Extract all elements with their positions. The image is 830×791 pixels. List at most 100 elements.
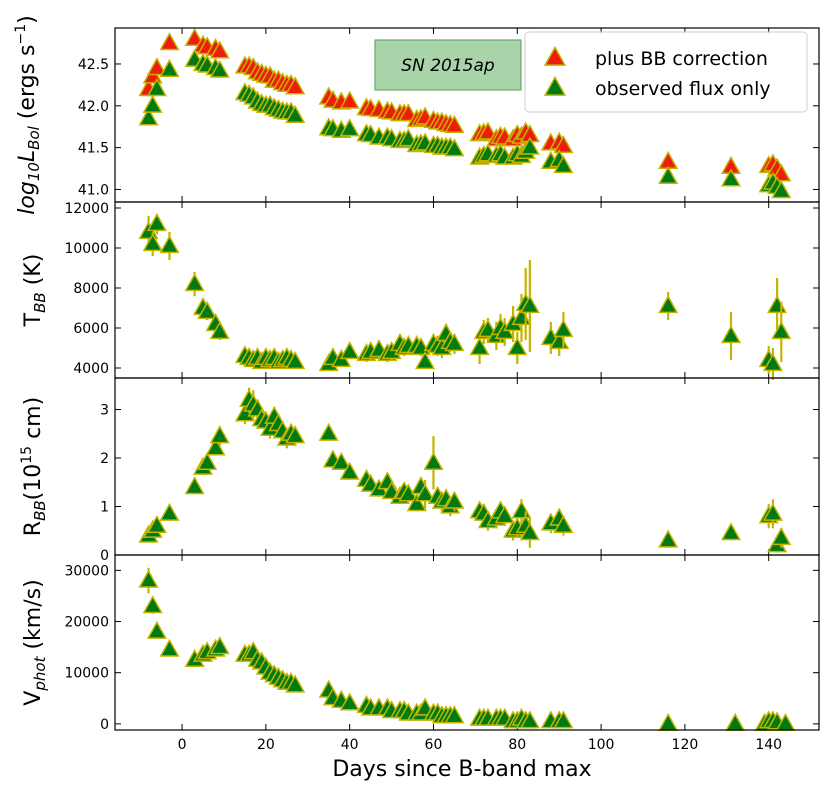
panel-rbb: 0 1 2 3 RBB(1015 cm) [19, 377, 820, 564]
legend-box [524, 31, 808, 113]
y-axis-label: Vphot (km/s) [21, 579, 49, 705]
panel-tbb-ticks: 4000 6000 8000 10000 12000 [64, 201, 819, 378]
y-tick-label: 10000 [64, 666, 109, 682]
x-tick-label: 80 [508, 737, 526, 753]
legend-marker [543, 45, 567, 66]
data-point [339, 692, 360, 711]
y-tick-label: 6000 [73, 321, 109, 337]
series-tbb-0 [138, 213, 792, 380]
panel-vphot: 0 10000 20000 30000 Vphot (km/s) [21, 554, 820, 733]
data-point [507, 337, 528, 356]
data-point [285, 674, 306, 693]
x-tick-label: 0 [178, 737, 187, 753]
data-point [159, 32, 180, 51]
data-point [423, 451, 444, 470]
annotation-label: SN 2015ap [401, 56, 495, 76]
data-point [519, 295, 540, 314]
data-point [725, 712, 746, 731]
data-point [553, 155, 574, 174]
data-point [511, 500, 532, 519]
data-point [477, 121, 499, 140]
data-point [159, 638, 180, 657]
data-point [184, 27, 205, 47]
data-point [159, 502, 180, 521]
data-point [285, 425, 306, 444]
x-axis-label: Days since B-band max [332, 757, 591, 782]
x-tick-labels: 0 20 40 60 80 100 120 140 [178, 737, 782, 753]
series-rbb-0 [138, 387, 792, 553]
data-point [720, 168, 742, 187]
data-point [444, 138, 465, 157]
data-point [197, 451, 218, 470]
data-point [658, 529, 679, 548]
data-point [444, 333, 465, 352]
data-point [444, 490, 465, 509]
data-point [331, 451, 352, 470]
data-point [658, 712, 679, 731]
y-tick-label: 8000 [73, 281, 109, 297]
data-point [444, 114, 465, 134]
x-tick-label: 60 [425, 737, 443, 753]
panel-vphot-frame [114, 554, 820, 731]
series-lbol-1 [138, 48, 792, 199]
y-tick-label: 0 [100, 548, 109, 564]
x-tick-label: 40 [341, 737, 359, 753]
y-tick-label: 4000 [73, 361, 109, 377]
data-point [138, 569, 159, 588]
data-point [771, 321, 792, 340]
data-point [762, 502, 783, 521]
data-point [519, 710, 540, 729]
data-point [494, 505, 515, 524]
y-tick-label: 1 [100, 500, 109, 516]
data-point [205, 437, 226, 456]
data-point [159, 235, 180, 254]
data-point [339, 341, 360, 360]
data-point [658, 150, 679, 169]
data-point [142, 595, 163, 614]
data-point [444, 705, 465, 724]
y-axis-label: RBB(1015 cm) [19, 397, 49, 536]
data-point [285, 351, 306, 370]
data-point [771, 527, 792, 546]
data-point [519, 522, 540, 541]
data-point [285, 104, 306, 123]
data-point [197, 301, 218, 320]
data-point [469, 337, 490, 356]
data-point [658, 165, 679, 185]
y-tick-label: 12000 [64, 201, 109, 217]
annotation-box [374, 39, 522, 91]
data-point [142, 233, 163, 252]
x-tick-label: 120 [672, 737, 699, 753]
data-point [767, 295, 788, 314]
data-point [339, 118, 360, 137]
data-point [159, 58, 180, 77]
data-point [146, 620, 167, 639]
panel-tbb: 4000 6000 8000 10000 12000 TBB (K) [21, 201, 820, 380]
panel-lbol: 41.0 41.5 42.0 42.5 SN 2015ap plus BB correct… [13, 15, 820, 215]
panel-rbb-frame [114, 377, 820, 556]
y-axis-label: log10LBol (ergs s−1) [13, 15, 43, 214]
data-point [720, 325, 742, 344]
data-point [771, 180, 792, 199]
data-point [209, 59, 230, 78]
panel-vphot-ticks: 0 10000 20000 30000 [64, 555, 819, 733]
y-tick-label: 41.5 [78, 141, 109, 157]
y-tick-label: 0 [100, 717, 109, 733]
data-point [209, 425, 230, 444]
panel-tbb-frame [114, 201, 820, 379]
data-point [209, 636, 230, 655]
data-point [762, 353, 783, 372]
legend-marker [543, 75, 567, 96]
data-point [519, 136, 540, 155]
series-vphot-0 [138, 567, 796, 731]
legend-label: observed flux only [595, 78, 771, 100]
x-tick-label: 140 [755, 737, 782, 753]
data-point [318, 422, 339, 441]
data-point [720, 522, 742, 541]
data-point [406, 493, 427, 512]
data-point [415, 483, 436, 502]
data-point [184, 476, 205, 495]
data-point [146, 78, 167, 97]
y-tick-label: 42.5 [78, 57, 109, 73]
